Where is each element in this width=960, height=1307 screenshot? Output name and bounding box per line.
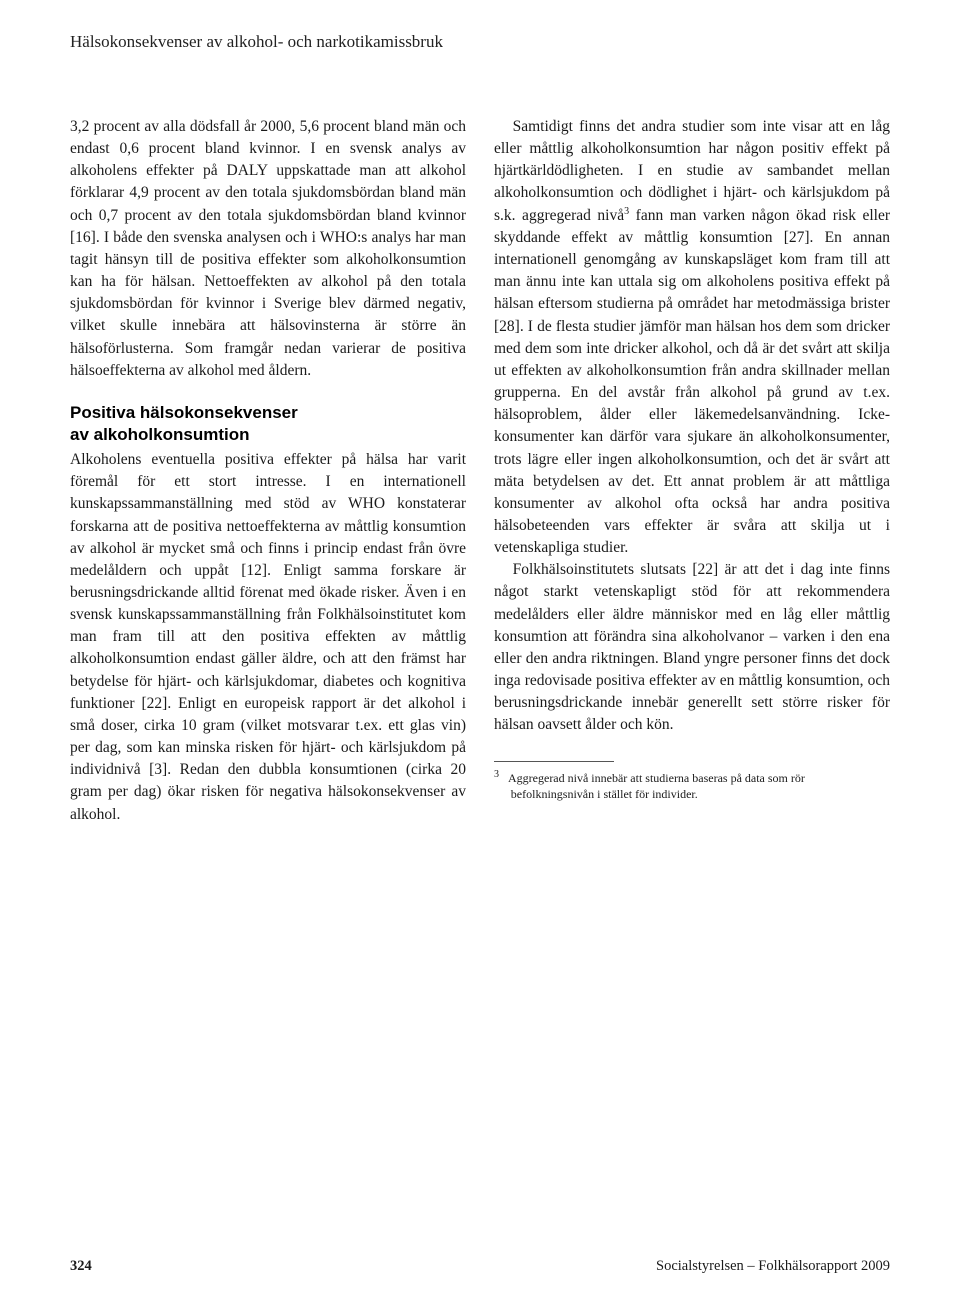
body-paragraph: 3,2 procent av alla dödsfall år 2000, 5,…: [70, 116, 466, 382]
two-column-layout: 3,2 procent av alla dödsfall år 2000, 5,…: [70, 116, 890, 826]
footer-source: Socialstyrelsen – Folkhälsorapport 2009: [656, 1258, 890, 1275]
page-number: 324: [70, 1258, 92, 1275]
body-paragraph: Samtidigt finns det andra studier som in…: [494, 116, 890, 559]
body-paragraph: Alkoholens eventuella positiva effekter …: [70, 449, 466, 826]
left-column: 3,2 procent av alla dödsfall år 2000, 5,…: [70, 116, 466, 826]
footnote-text: Aggregerad nivå innebär att studierna ba…: [508, 771, 805, 801]
section-heading: Positiva hälsokonsekvenser av alkoholkon…: [70, 402, 466, 446]
footnote: 3 Aggregerad nivå innebär att studierna b…: [494, 768, 890, 802]
running-header: Hälsokonsekvenser av alkohol- och narkot…: [70, 32, 890, 52]
body-paragraph: Folkhälsoinstitutets slutsats [22] är at…: [494, 559, 890, 736]
text-run: fann man varken någon ökad risk eller sk…: [494, 207, 890, 556]
footnote-separator: [494, 761, 614, 762]
page-footer: 324 Socialstyrelsen – Folkhälsorapport 2…: [70, 1258, 890, 1275]
footnote-number: 3: [494, 769, 499, 780]
heading-line: av alkoholkonsumtion: [70, 425, 249, 444]
heading-line: Positiva hälsokonsekvenser: [70, 403, 298, 422]
right-column: Samtidigt finns det andra studier som in…: [494, 116, 890, 826]
